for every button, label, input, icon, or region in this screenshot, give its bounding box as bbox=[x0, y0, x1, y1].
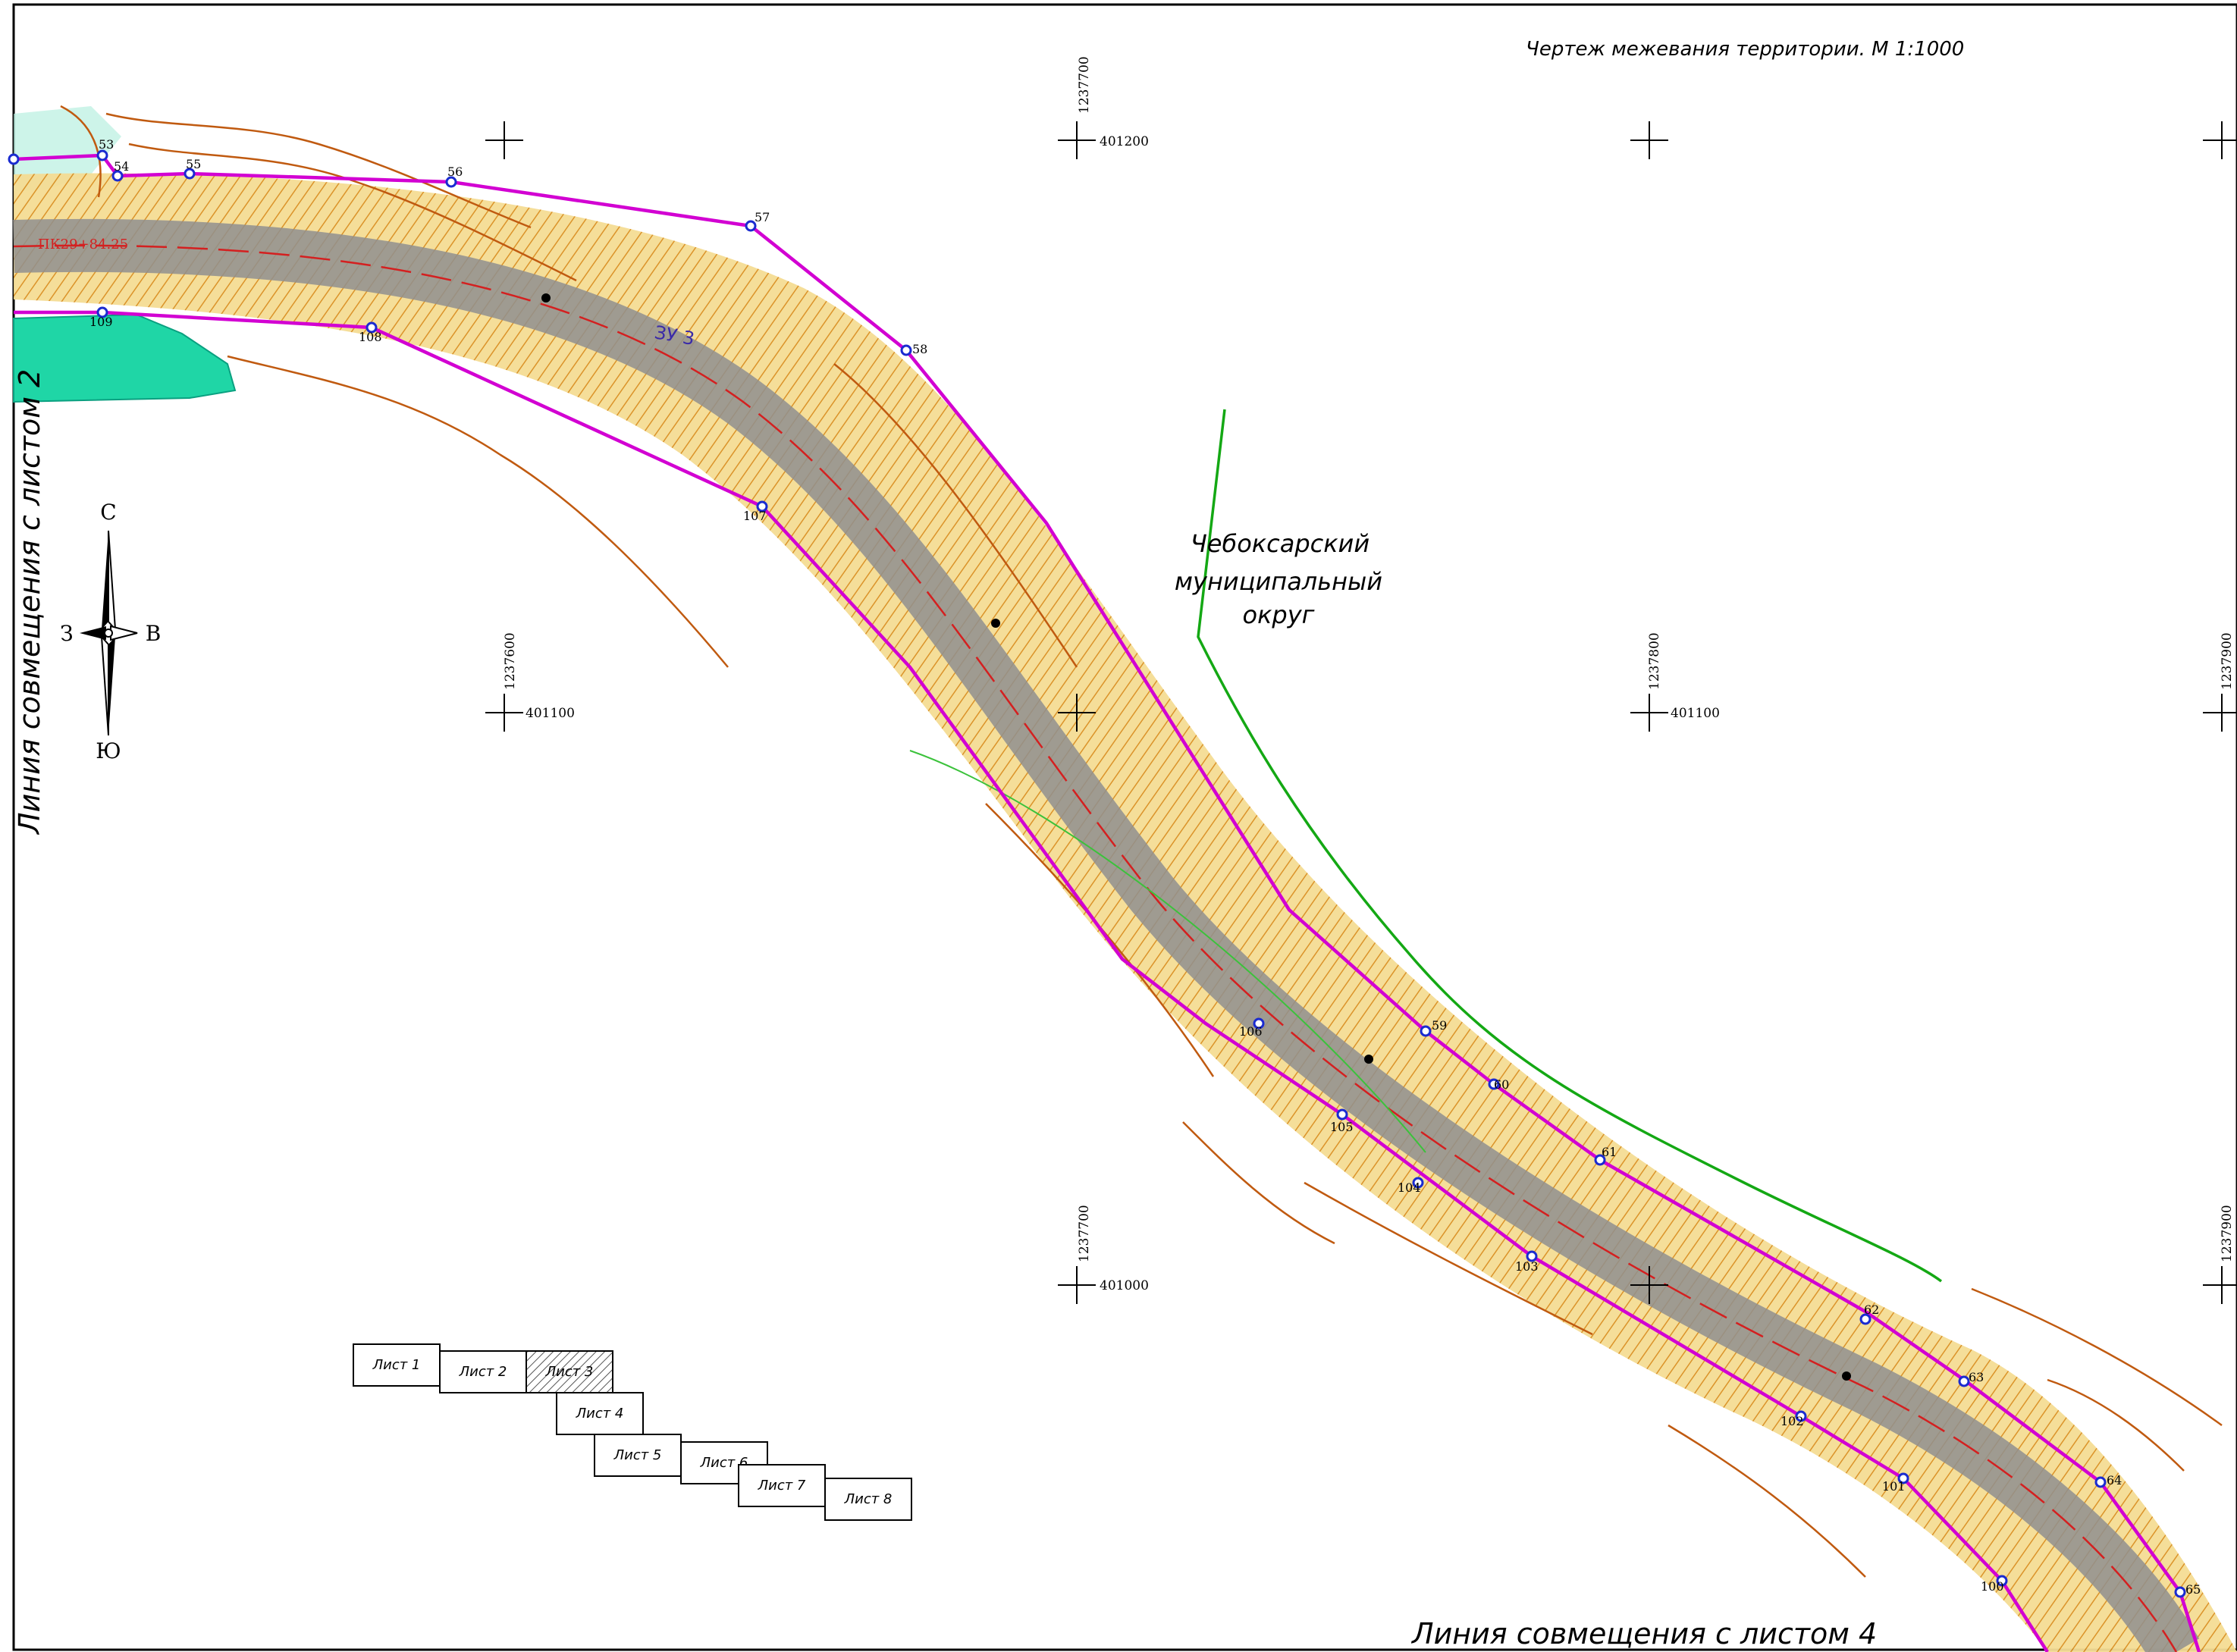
point-label: 106 bbox=[1239, 1024, 1263, 1039]
grid-x-label: 1237600 bbox=[503, 632, 518, 690]
compass-north-label: С bbox=[100, 500, 116, 525]
sheet-8-box[interactable] bbox=[824, 1478, 912, 1521]
compass-east-label: В bbox=[146, 621, 162, 646]
bottom-join-line-label: Линия совмещения с листом 4 bbox=[1410, 1617, 1877, 1650]
point-label: 102 bbox=[1781, 1414, 1804, 1428]
point-label: 55 bbox=[186, 157, 201, 171]
point-label: 60 bbox=[1494, 1077, 1509, 1092]
grid-y-label: 401000 bbox=[1100, 1278, 1149, 1293]
parcel-boundary-top bbox=[13, 153, 2201, 1652]
water-area bbox=[13, 313, 237, 403]
municipality-line-1: Чебоксарский bbox=[1191, 529, 1369, 558]
point-label: 103 bbox=[1515, 1259, 1539, 1274]
grid-x-label: 1237700 bbox=[1077, 1205, 1092, 1262]
point-label: 56 bbox=[447, 165, 463, 179]
point-label: 107 bbox=[743, 509, 767, 523]
point-numbers: 53 54 55 56 57 58 59 60 61 62 63 64 65 1… bbox=[89, 137, 2201, 1597]
point-label: 64 bbox=[2107, 1473, 2122, 1487]
page-title: Чертеж межевания территории. М 1:1000 bbox=[1526, 38, 1964, 61]
grid-labels: 1237700 401200 1237600 401100 1237800 40… bbox=[503, 56, 2235, 1293]
point-label: 108 bbox=[359, 330, 382, 344]
point-label: 104 bbox=[1398, 1180, 1421, 1195]
picket-label: ПК29+84.25 bbox=[38, 237, 128, 252]
point-label: 57 bbox=[755, 210, 770, 224]
municipal-boundary-secondary bbox=[909, 750, 1426, 1153]
left-join-line-label: Линия совмещения с листом 2 bbox=[13, 369, 46, 835]
sheet-8-label: Лист 8 bbox=[844, 1491, 893, 1507]
point-label: 109 bbox=[89, 315, 113, 329]
sheet-5-label: Лист 5 bbox=[613, 1447, 662, 1463]
picket-points bbox=[541, 293, 1851, 1381]
point-label: 58 bbox=[912, 342, 927, 356]
municipality-line-2: муниципальный bbox=[1175, 567, 1382, 596]
grid-crosses bbox=[485, 121, 2237, 1304]
sheet-6-label: Лист 6 bbox=[700, 1455, 748, 1471]
grid-y-label: 401100 bbox=[1671, 706, 1720, 721]
sheet-4-box[interactable] bbox=[556, 1392, 644, 1435]
grid-y-label: 401100 bbox=[526, 706, 575, 721]
point-label: 61 bbox=[1602, 1145, 1617, 1159]
map-frame bbox=[12, 3, 2237, 1651]
sheet-index: Лист 1 Лист 2 Лист 3 Лист 4 Лист 5 Лист … bbox=[353, 1343, 912, 1521]
sheet-4-label: Лист 4 bbox=[576, 1406, 624, 1422]
point-label: 54 bbox=[114, 159, 129, 174]
compass-west-label: З bbox=[60, 621, 73, 646]
boundary-point-markers bbox=[8, 149, 2186, 1598]
point-label: 101 bbox=[1882, 1479, 1906, 1494]
municipality-label: Чебоксарский муниципальный округ bbox=[1175, 529, 1382, 629]
point-label: 63 bbox=[1969, 1370, 1984, 1384]
municipality-line-3: округ bbox=[1243, 600, 1315, 629]
compass-south-label: Ю bbox=[96, 738, 121, 763]
sheet-7-label: Лист 7 bbox=[758, 1478, 806, 1494]
point-label: 59 bbox=[1432, 1018, 1447, 1033]
point-label: 53 bbox=[99, 137, 114, 152]
grid-y-label: 401200 bbox=[1100, 134, 1149, 149]
grid-x-label: 1237700 bbox=[1077, 56, 1092, 114]
grid-x-label: 1237800 bbox=[1647, 632, 1662, 690]
sheet-2-box[interactable] bbox=[439, 1350, 527, 1393]
road-axis bbox=[13, 244, 2178, 1652]
point-label: 65 bbox=[2185, 1582, 2201, 1597]
point-label: 62 bbox=[1864, 1302, 1879, 1317]
point-label: 105 bbox=[1330, 1120, 1354, 1134]
water-area-top bbox=[14, 106, 121, 191]
sheet-7-box[interactable] bbox=[738, 1464, 826, 1507]
compass-east-needle bbox=[110, 625, 138, 641]
point-label: 100 bbox=[1981, 1579, 2004, 1594]
sheet-3-label: Лист 3 bbox=[545, 1364, 594, 1380]
grid-x-label: 1237900 bbox=[2220, 632, 2235, 690]
north-arrow: С Ю З В bbox=[60, 500, 161, 763]
grid-x-label: 1237900 bbox=[2220, 1205, 2235, 1262]
sheet-5-box[interactable] bbox=[594, 1434, 682, 1477]
sheet-1-label: Лист 1 bbox=[372, 1357, 421, 1373]
sheet-2-label: Лист 2 bbox=[459, 1364, 507, 1380]
municipal-boundary-line bbox=[1197, 409, 1943, 1283]
sheet-3-box[interactable] bbox=[526, 1350, 613, 1393]
contour-lines bbox=[60, 105, 2223, 1578]
compass-west-needle bbox=[80, 626, 106, 640]
